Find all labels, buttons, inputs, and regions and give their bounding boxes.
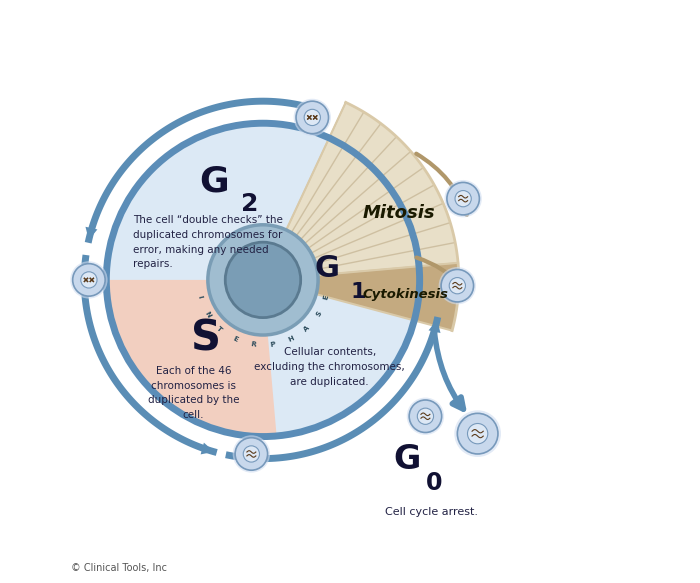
Circle shape bbox=[444, 180, 482, 217]
Text: Each of the 46
chromosomes is
duplicated by the
cell.: Each of the 46 chromosomes is duplicated… bbox=[148, 366, 239, 420]
Circle shape bbox=[296, 101, 328, 134]
Text: H: H bbox=[287, 335, 295, 343]
Circle shape bbox=[441, 269, 474, 302]
Circle shape bbox=[447, 182, 480, 215]
Circle shape bbox=[457, 413, 498, 454]
Circle shape bbox=[439, 267, 476, 304]
Text: © Clinical Tools, Inc: © Clinical Tools, Inc bbox=[71, 563, 167, 573]
Text: Mitosis: Mitosis bbox=[363, 204, 435, 222]
Wedge shape bbox=[106, 280, 276, 437]
Text: A: A bbox=[302, 325, 311, 333]
Circle shape bbox=[235, 438, 267, 470]
Circle shape bbox=[410, 400, 442, 433]
Circle shape bbox=[468, 423, 488, 444]
Circle shape bbox=[293, 99, 331, 136]
Circle shape bbox=[73, 264, 105, 296]
Circle shape bbox=[407, 398, 444, 435]
Text: I: I bbox=[197, 295, 203, 299]
Circle shape bbox=[70, 261, 108, 298]
Circle shape bbox=[455, 191, 471, 207]
Circle shape bbox=[417, 408, 433, 424]
Circle shape bbox=[449, 278, 466, 294]
Text: E: E bbox=[232, 336, 239, 343]
Text: $\mathbf{0}$: $\mathbf{0}$ bbox=[426, 471, 443, 495]
Text: T: T bbox=[216, 325, 223, 333]
Wedge shape bbox=[263, 263, 458, 331]
Circle shape bbox=[232, 436, 270, 473]
Text: The cell “double checks” the
duplicated chromosomes for
error, making any needed: The cell “double checks” the duplicated … bbox=[133, 215, 283, 269]
Text: R: R bbox=[251, 342, 257, 348]
Text: $\mathbf{G}$: $\mathbf{G}$ bbox=[199, 164, 228, 198]
Text: E: E bbox=[323, 294, 330, 300]
Text: $\mathbf{G}$: $\mathbf{G}$ bbox=[393, 443, 419, 476]
Circle shape bbox=[304, 109, 321, 125]
Circle shape bbox=[208, 225, 318, 335]
Text: N: N bbox=[203, 310, 211, 318]
Text: Cellular contents,
excluding the chromosomes,
are duplicated.: Cellular contents, excluding the chromos… bbox=[254, 347, 405, 387]
Circle shape bbox=[454, 410, 501, 457]
Text: P: P bbox=[270, 342, 275, 348]
Text: Cytokinesis: Cytokinesis bbox=[362, 288, 448, 301]
Text: Cell cycle arrest.: Cell cycle arrest. bbox=[385, 507, 477, 517]
Text: $\mathbf{G}$: $\mathbf{G}$ bbox=[314, 254, 338, 283]
Text: $\mathbf{1}$: $\mathbf{1}$ bbox=[350, 282, 366, 301]
Circle shape bbox=[243, 446, 260, 462]
Circle shape bbox=[225, 242, 301, 318]
Text: S: S bbox=[315, 311, 323, 318]
Wedge shape bbox=[263, 103, 458, 280]
Text: $\mathbf{2}$: $\mathbf{2}$ bbox=[240, 192, 257, 216]
Circle shape bbox=[80, 272, 97, 288]
Text: $\mathbf{S}$: $\mathbf{S}$ bbox=[190, 317, 219, 359]
Circle shape bbox=[106, 123, 419, 437]
